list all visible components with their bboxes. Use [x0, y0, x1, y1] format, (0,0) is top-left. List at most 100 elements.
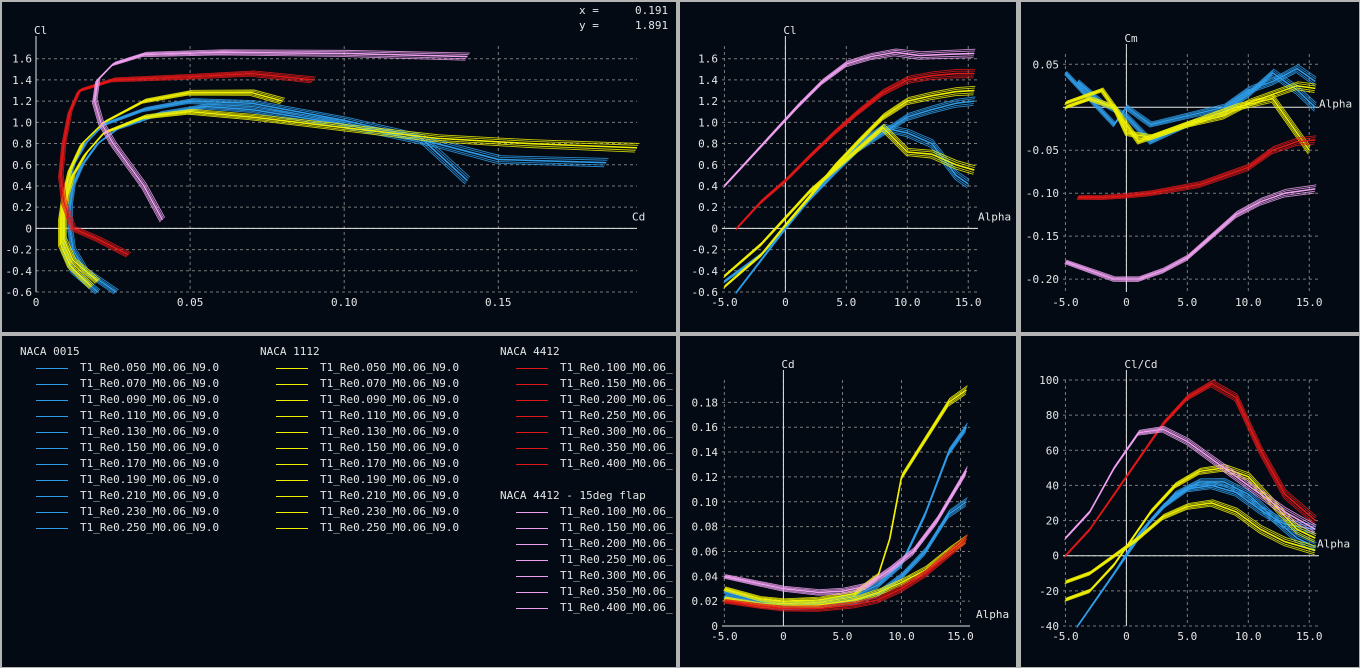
legend-item[interactable]: T1_Re0.210_M0.06_N9.0 — [20, 488, 219, 504]
y-tick-label: 0.04 — [692, 570, 719, 583]
x-tick-label: 0.10 — [331, 296, 358, 309]
series-line — [1064, 470, 1315, 602]
legend-item[interactable]: T1_Re0.090_M0.06_N9.0 — [20, 392, 219, 408]
cl-alpha-chart[interactable]: -5.0 0 5.0 10.0 15.0 -0.6 -0.4 -0.2 0 0.2 0.4 0.6 0.… — [680, 2, 1016, 332]
series-line — [723, 503, 967, 610]
legend-item[interactable]: T1_Re0.150_M0.06_N9.0 — [260, 440, 459, 456]
cl-alpha-panel[interactable]: -5.0 0 5.0 10.0 15.0 -0.6 -0.4 -0.2 0 0.2 0.4 0.6 0.… — [680, 2, 1016, 332]
series-line — [736, 72, 975, 229]
series-line — [65, 98, 471, 291]
legend-item[interactable]: T1_Re0.250_M0.06_ — [500, 552, 673, 568]
legend-item-label: T1_Re0.170_M0.06_N9.0 — [80, 457, 220, 470]
series-line — [723, 130, 974, 279]
y-tick-label: 0 — [1052, 550, 1059, 563]
legend-item[interactable]: T1_Re0.200_M0.06_ — [500, 392, 673, 408]
series-line — [61, 90, 284, 286]
legend-item[interactable]: T1_Re0.190_M0.06_N9.0 — [20, 472, 219, 488]
legend-item[interactable]: T1_Re0.300_M0.06_ — [500, 568, 673, 584]
series-line — [1066, 379, 1317, 555]
series-line — [735, 75, 974, 230]
cursor-x-label: x = — [579, 4, 599, 17]
legend-item[interactable]: T1_Re0.350_M0.06_ — [500, 440, 673, 456]
clcd-alpha-panel[interactable]: -5.0 0 5.0 10.0 15.0 -40 -20 0 20 40 60 80 100 Alpha C… — [1021, 336, 1359, 667]
series-line — [1066, 64, 1317, 123]
legend-item[interactable]: T1_Re0.170_M0.06_N9.0 — [20, 456, 219, 472]
legend-item[interactable]: T1_Re0.110_M0.06_N9.0 — [260, 408, 459, 424]
y-tick-label: 1.2 — [698, 95, 718, 108]
legend-item[interactable]: T1_Re0.250_M0.06_ — [500, 408, 673, 424]
x-tick-label: 15.0 — [955, 296, 982, 309]
legend-item[interactable]: T1_Re0.230_M0.06_N9.0 — [260, 504, 459, 520]
legend-swatch — [36, 479, 68, 481]
legend-item-label: T1_Re0.100_M0.06_ — [560, 505, 673, 518]
series-line — [68, 107, 605, 294]
legend-item[interactable]: T1_Re0.350_M0.06_ — [500, 584, 673, 600]
series-line — [1064, 91, 1309, 155]
legend-item-label: T1_Re0.090_M0.06_N9.0 — [320, 393, 460, 406]
series-line — [1064, 384, 1316, 558]
polar-chart[interactable]: 0 0.05 0.10 0.15 -0.6 -0.4 -0.2 0 0.2 0.4 0.6 0.8 1.… — [2, 2, 676, 332]
legend-item[interactable]: T1_Re0.250_M0.06_N9.0 — [20, 520, 219, 536]
legend-item[interactable]: T1_Re0.230_M0.06_N9.0 — [20, 504, 219, 520]
legend-item[interactable]: T1_Re0.110_M0.06_N9.0 — [20, 408, 219, 424]
legend-item[interactable]: T1_Re0.250_M0.06_N9.0 — [260, 520, 459, 536]
cd-alpha-panel[interactable]: -5.0 0 5.0 10.0 15.0 0 0.02 0.04 0.06 0.08 0.10 0.1… — [680, 336, 1016, 667]
legend-item[interactable]: T1_Re0.090_M0.06_N9.0 — [260, 392, 459, 408]
polar-panel[interactable]: 0 0.05 0.10 0.15 -0.6 -0.4 -0.2 0 0.2 0.4 0.6 0.8 1.… — [2, 2, 676, 332]
legend-item[interactable]: T1_Re0.130_M0.06_N9.0 — [20, 424, 219, 440]
series-line — [725, 48, 976, 185]
legend-item[interactable]: T1_Re0.070_M0.06_N9.0 — [20, 376, 219, 392]
legend-swatch — [36, 495, 68, 497]
series-line — [71, 103, 609, 291]
legend-swatch — [516, 415, 548, 417]
legend-item[interactable]: T1_Re0.170_M0.06_N9.0 — [260, 456, 459, 472]
y-tick-label: -0.05 — [1026, 144, 1059, 157]
legend-swatch — [276, 511, 308, 513]
legend-item[interactable]: T1_Re0.190_M0.06_N9.0 — [260, 472, 459, 488]
series-line — [62, 70, 316, 254]
legend-item[interactable]: T1_Re0.150_M0.06_N9.0 — [20, 440, 219, 456]
series-line — [724, 424, 968, 603]
legend-swatch — [276, 383, 308, 385]
legend-swatch — [516, 591, 548, 593]
series-line — [1064, 386, 1315, 558]
legend-item[interactable]: T1_Re0.150_M0.06_ — [500, 376, 673, 392]
legend-item[interactable]: T1_Re0.400_M0.06_ — [500, 600, 673, 616]
legend-item[interactable]: T1_Re0.050_M0.06_N9.0 — [20, 360, 219, 376]
series-line — [92, 53, 467, 222]
series-line — [737, 68, 976, 227]
x-tick-label: 5.0 — [1177, 296, 1197, 309]
legend-swatch — [276, 463, 308, 465]
legend-item[interactable]: T1_Re0.300_M0.06_ — [500, 424, 673, 440]
legend-item[interactable]: T1_Re0.100_M0.06_ — [500, 504, 673, 520]
series-line — [59, 72, 314, 256]
series-line — [1064, 67, 1316, 126]
legend-item[interactable]: T1_Re0.200_M0.06_ — [500, 536, 673, 552]
legend-item[interactable]: T1_Re0.210_M0.06_N9.0 — [260, 488, 459, 504]
legend-item-label: T1_Re0.110_M0.06_N9.0 — [80, 409, 220, 422]
legend-item-label: T1_Re0.100_M0.06_ — [560, 361, 673, 374]
series-line — [723, 51, 975, 187]
legend-item[interactable]: T1_Re0.130_M0.06_N9.0 — [260, 424, 459, 440]
y-tick-label: 0 — [711, 620, 718, 633]
legend-item[interactable]: T1_Re0.150_M0.06_ — [500, 520, 673, 536]
legend-item[interactable]: T1_Re0.050_M0.06_N9.0 — [260, 360, 459, 376]
legend-swatch — [516, 543, 548, 545]
series-line — [723, 429, 967, 606]
legend-item-label: T1_Re0.150_M0.06_N9.0 — [80, 441, 220, 454]
legend-item[interactable]: T1_Re0.100_M0.06_ — [500, 360, 673, 376]
legend-item[interactable]: T1_Re0.070_M0.06_N9.0 — [260, 376, 459, 392]
legend-swatch — [36, 367, 68, 369]
clcd-alpha-chart[interactable]: -5.0 0 5.0 10.0 15.0 -40 -20 0 20 40 60 80 100 Alpha C… — [1021, 336, 1359, 667]
legend-item[interactable]: T1_Re0.400_M0.06_ — [500, 456, 673, 472]
cd-alpha-chart[interactable]: -5.0 0 5.0 10.0 15.000.020.040.060.080.100.1… — [680, 336, 1016, 667]
legend-spacer — [500, 472, 673, 488]
series-line — [1076, 143, 1315, 200]
legend-swatch — [516, 431, 548, 433]
series-line — [724, 538, 967, 610]
cm-alpha-panel[interactable]: -5.0 0 5.0 10.0 15.0 -0.20 -0.15 -0.10 -0.05 0.05… — [1021, 2, 1359, 332]
legend-swatch — [276, 479, 308, 481]
x-tick-label: 0 — [33, 296, 40, 309]
cm-alpha-chart[interactable]: -5.0 0 5.0 10.0 15.0 -0.20 -0.15 -0.10 -0.05 0.05… — [1021, 2, 1359, 332]
series-line — [1088, 488, 1315, 611]
